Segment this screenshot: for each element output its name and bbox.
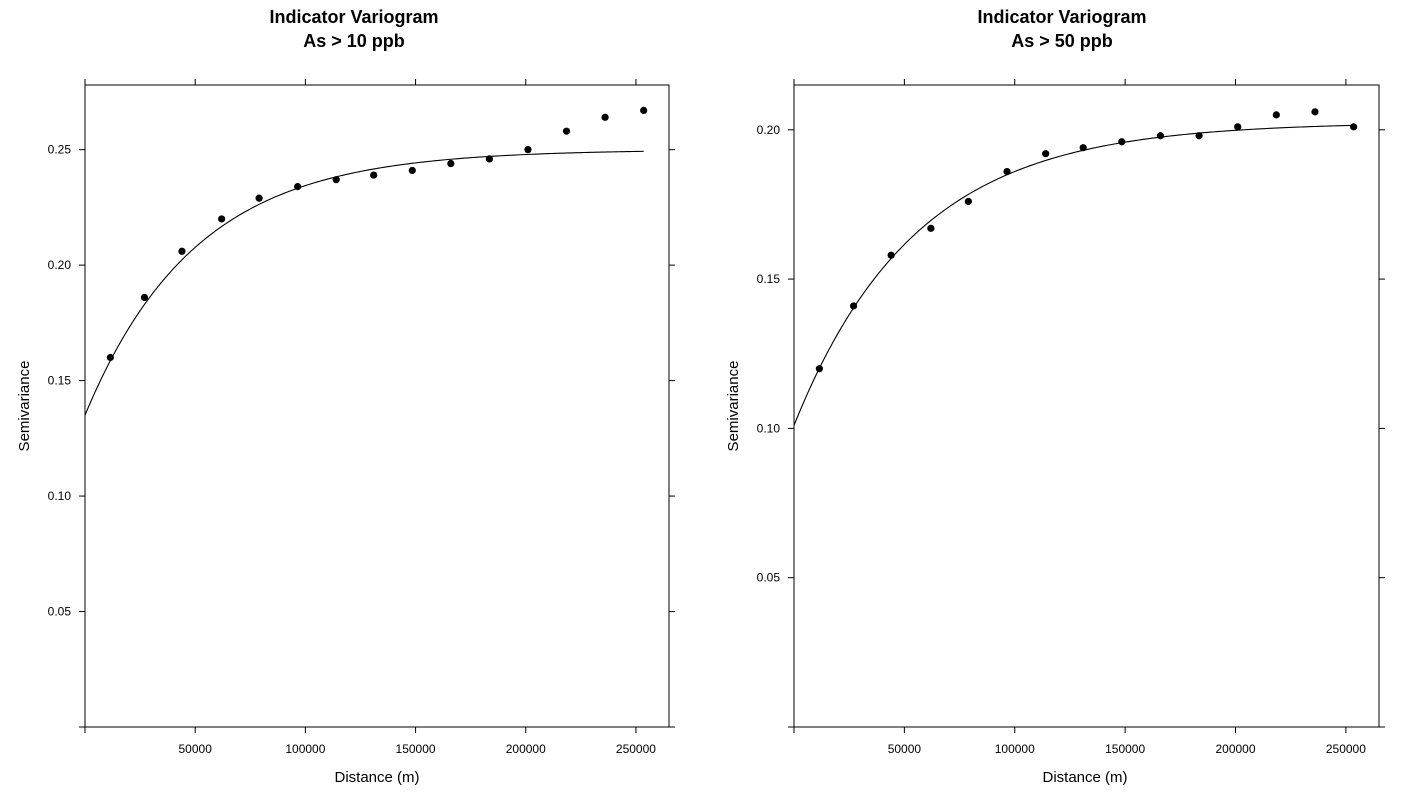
data-point <box>332 176 340 184</box>
x-tick-label: 200000 <box>506 742 546 756</box>
x-tick-label: 100000 <box>995 742 1035 756</box>
fitted-model-line <box>84 150 644 416</box>
data-point <box>1195 132 1203 140</box>
data-point <box>370 171 378 179</box>
y-axis-label: Semivariance <box>16 361 33 452</box>
x-tick-label: 250000 <box>1326 742 1366 756</box>
data-point <box>218 215 226 223</box>
empirical-points <box>106 106 648 362</box>
y-tick-label: 0.20 <box>48 258 72 272</box>
chart-title-line1: Indicator Variogram <box>977 7 1146 27</box>
chart-title-line2: As > 10 ppb <box>303 31 405 51</box>
data-point <box>178 247 186 255</box>
axis-tick-labels: 50000 100000 150000 200000 250000 0.05 0.10 0.1… <box>48 143 657 756</box>
data-point <box>1042 150 1050 158</box>
y-axis-label: Semivariance <box>725 361 742 452</box>
data-point <box>850 302 858 310</box>
data-point <box>447 159 455 168</box>
data-point <box>1079 144 1087 152</box>
data-point <box>294 183 302 191</box>
fitted-model-line <box>793 124 1354 426</box>
y-tick-label: 0.10 <box>757 421 781 435</box>
data-point <box>815 365 823 373</box>
data-point <box>1234 123 1242 131</box>
empirical-points <box>815 108 1358 373</box>
data-point <box>562 127 571 135</box>
axis-ticks <box>788 79 1385 733</box>
y-tick-label: 0.05 <box>757 571 781 585</box>
data-point <box>964 197 972 206</box>
data-point <box>1156 132 1165 140</box>
x-tick-label: 150000 <box>1105 742 1145 756</box>
plot-frame <box>84 84 670 728</box>
y-tick-label: 0.25 <box>48 143 72 157</box>
data-point <box>140 293 149 302</box>
x-axis-label: Distance (m) <box>334 769 419 786</box>
data-point <box>1118 138 1126 146</box>
data-point <box>255 194 263 202</box>
x-tick-label: 50000 <box>179 742 213 756</box>
y-tick-label: 0.10 <box>48 489 72 503</box>
data-point <box>601 113 609 121</box>
data-point <box>485 155 493 163</box>
y-tick-label: 0.15 <box>48 374 72 388</box>
data-point <box>1350 123 1358 131</box>
x-axis-label: Distance (m) <box>1042 769 1127 786</box>
data-point <box>408 166 416 175</box>
data-point <box>106 353 114 362</box>
axis-tick-labels: 50000 100000 150000 200000 250000 0.05 0.10 0.1… <box>757 123 1367 756</box>
y-tick-label: 0.20 <box>757 123 781 137</box>
x-tick-label: 50000 <box>888 742 922 756</box>
data-point <box>640 106 648 115</box>
variogram-panel-as-10ppb: Indicator Variogram As > 10 ppb Distance… <box>16 7 675 786</box>
x-tick-label: 150000 <box>396 742 436 756</box>
chart-title-line2: As > 50 ppb <box>1011 31 1113 51</box>
data-point <box>927 224 935 232</box>
x-tick-label: 100000 <box>285 742 325 756</box>
data-point <box>1311 108 1319 116</box>
y-tick-label: 0.15 <box>757 272 781 286</box>
chart-title-line1: Indicator Variogram <box>269 7 438 27</box>
data-point <box>887 251 895 259</box>
data-point <box>524 146 532 154</box>
x-tick-label: 250000 <box>616 742 656 756</box>
x-tick-label: 200000 <box>1215 742 1255 756</box>
axis-ticks <box>79 79 675 733</box>
data-point <box>1003 167 1011 176</box>
data-point <box>1272 111 1280 119</box>
y-tick-label: 0.05 <box>48 605 72 619</box>
variogram-panel-as-50ppb: Indicator Variogram As > 50 ppb Distance… <box>725 7 1385 786</box>
plot-frame <box>793 84 1380 728</box>
